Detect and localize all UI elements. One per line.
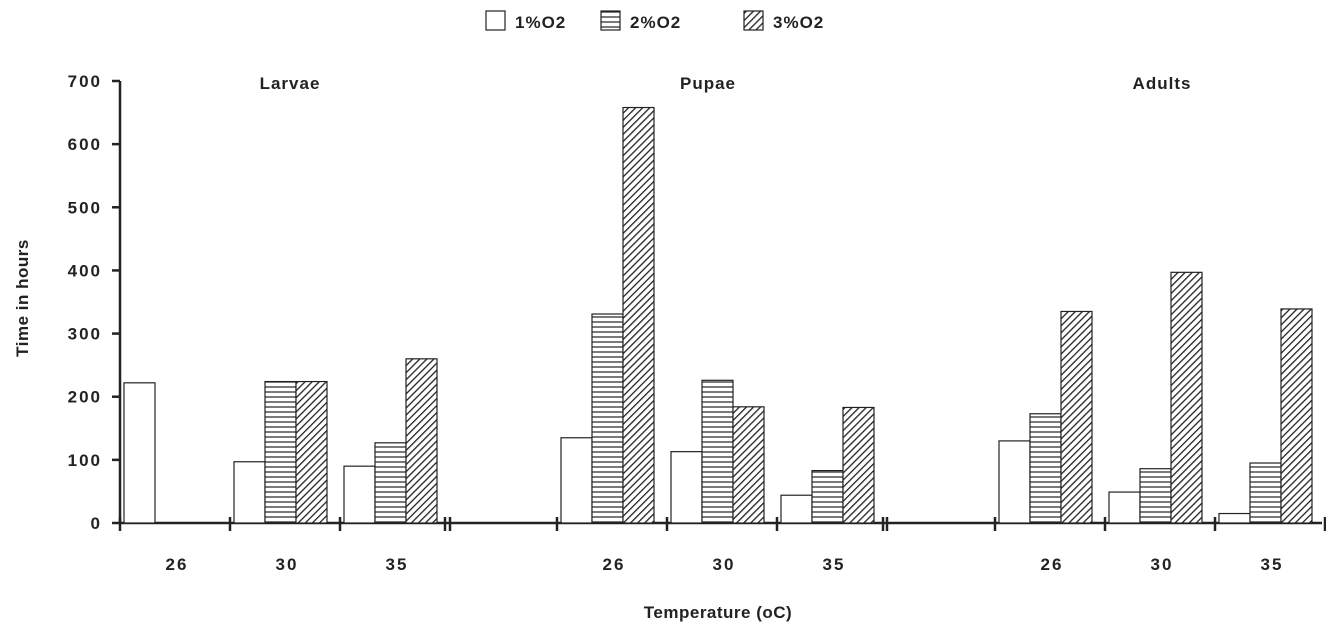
- x-tick-label: 35: [823, 555, 846, 574]
- group-labels: Larvae Pupae Adults: [260, 74, 1192, 93]
- bar-pupae-26-1pcto2: [560, 437, 593, 524]
- bar-adults-26-1pcto2: [998, 440, 1031, 524]
- bar-larvae-30-3pcto2: [295, 380, 328, 524]
- bar-larvae-35-2pcto2: [374, 442, 407, 524]
- bar-larvae-35-3pcto2: [405, 358, 438, 524]
- x-tick-label: 30: [276, 555, 299, 574]
- y-tick-label: 500: [68, 198, 102, 217]
- group-label-pupae: Pupae: [680, 74, 736, 93]
- y-tick-label: 600: [68, 135, 102, 154]
- x-tick-label: 30: [1151, 555, 1174, 574]
- x-tick-label: 26: [1041, 555, 1064, 574]
- legend-swatch-2pcto2: [600, 10, 621, 31]
- y-tick-label: 100: [68, 451, 102, 470]
- y-tick-label: 700: [68, 72, 102, 91]
- bar-pupae-35-1pcto2: [780, 494, 813, 524]
- legend-label: 2%O2: [630, 13, 681, 32]
- bar-pupae-30-3pcto2: [732, 406, 765, 524]
- bar-adults-35-3pcto2: [1280, 308, 1313, 524]
- legend-label: 3%O2: [773, 13, 824, 32]
- bar-larvae-30-2pcto2: [264, 380, 297, 524]
- x-tick-label: 35: [1261, 555, 1284, 574]
- bar-pupae-35-3pcto2: [842, 406, 875, 524]
- bar-adults-30-3pcto2: [1170, 271, 1203, 524]
- group-label-adults: Adults: [1133, 74, 1192, 93]
- bar-larvae-26-1pcto2: [123, 382, 156, 524]
- bar-adults-30-2pcto2: [1139, 468, 1172, 524]
- bar-larvae-35-1pcto2: [343, 465, 376, 524]
- y-axis-title: Time in hours: [13, 239, 32, 357]
- bar-pupae-26-2pcto2: [591, 313, 624, 524]
- legend: 1%O2 2%O2 3%O2: [485, 10, 824, 32]
- bar-pupae-30-1pcto2: [670, 451, 703, 524]
- y-tick-label: 200: [68, 388, 102, 407]
- bar-adults-26-2pcto2: [1029, 413, 1062, 524]
- bar-adults-35-2pcto2: [1249, 462, 1282, 524]
- bar-pupae-26-3pcto2: [622, 106, 655, 524]
- bar-adults-35-1pcto2: [1218, 512, 1251, 524]
- y-tick-label: 400: [68, 261, 102, 280]
- x-axis-title: Temperature (oC): [644, 603, 792, 622]
- bar-adults-26-3pcto2: [1060, 310, 1093, 524]
- legend-label: 1%O2: [515, 13, 566, 32]
- x-axis: 26 30 35 26 30 35 26 30 35: [118, 517, 1326, 574]
- x-tick-label: 26: [166, 555, 189, 574]
- y-tick-label: 300: [68, 325, 102, 344]
- legend-swatch-1pcto2: [485, 10, 506, 31]
- group-label-larvae: Larvae: [260, 74, 321, 93]
- legend-swatch-3pcto2: [743, 10, 764, 31]
- bar-pupae-35-2pcto2: [811, 469, 844, 524]
- y-tick-label: 0: [91, 514, 102, 533]
- bar-larvae-30-1pcto2: [233, 461, 266, 524]
- x-tick-label: 26: [603, 555, 626, 574]
- x-tick-label: 35: [386, 555, 409, 574]
- x-tick-label: 30: [713, 555, 736, 574]
- bars: [123, 106, 1313, 524]
- y-axis: 0 100 200 300 400 500 600 700: [68, 72, 122, 533]
- bar-pupae-30-2pcto2: [701, 379, 734, 524]
- bar-adults-30-1pcto2: [1108, 491, 1141, 524]
